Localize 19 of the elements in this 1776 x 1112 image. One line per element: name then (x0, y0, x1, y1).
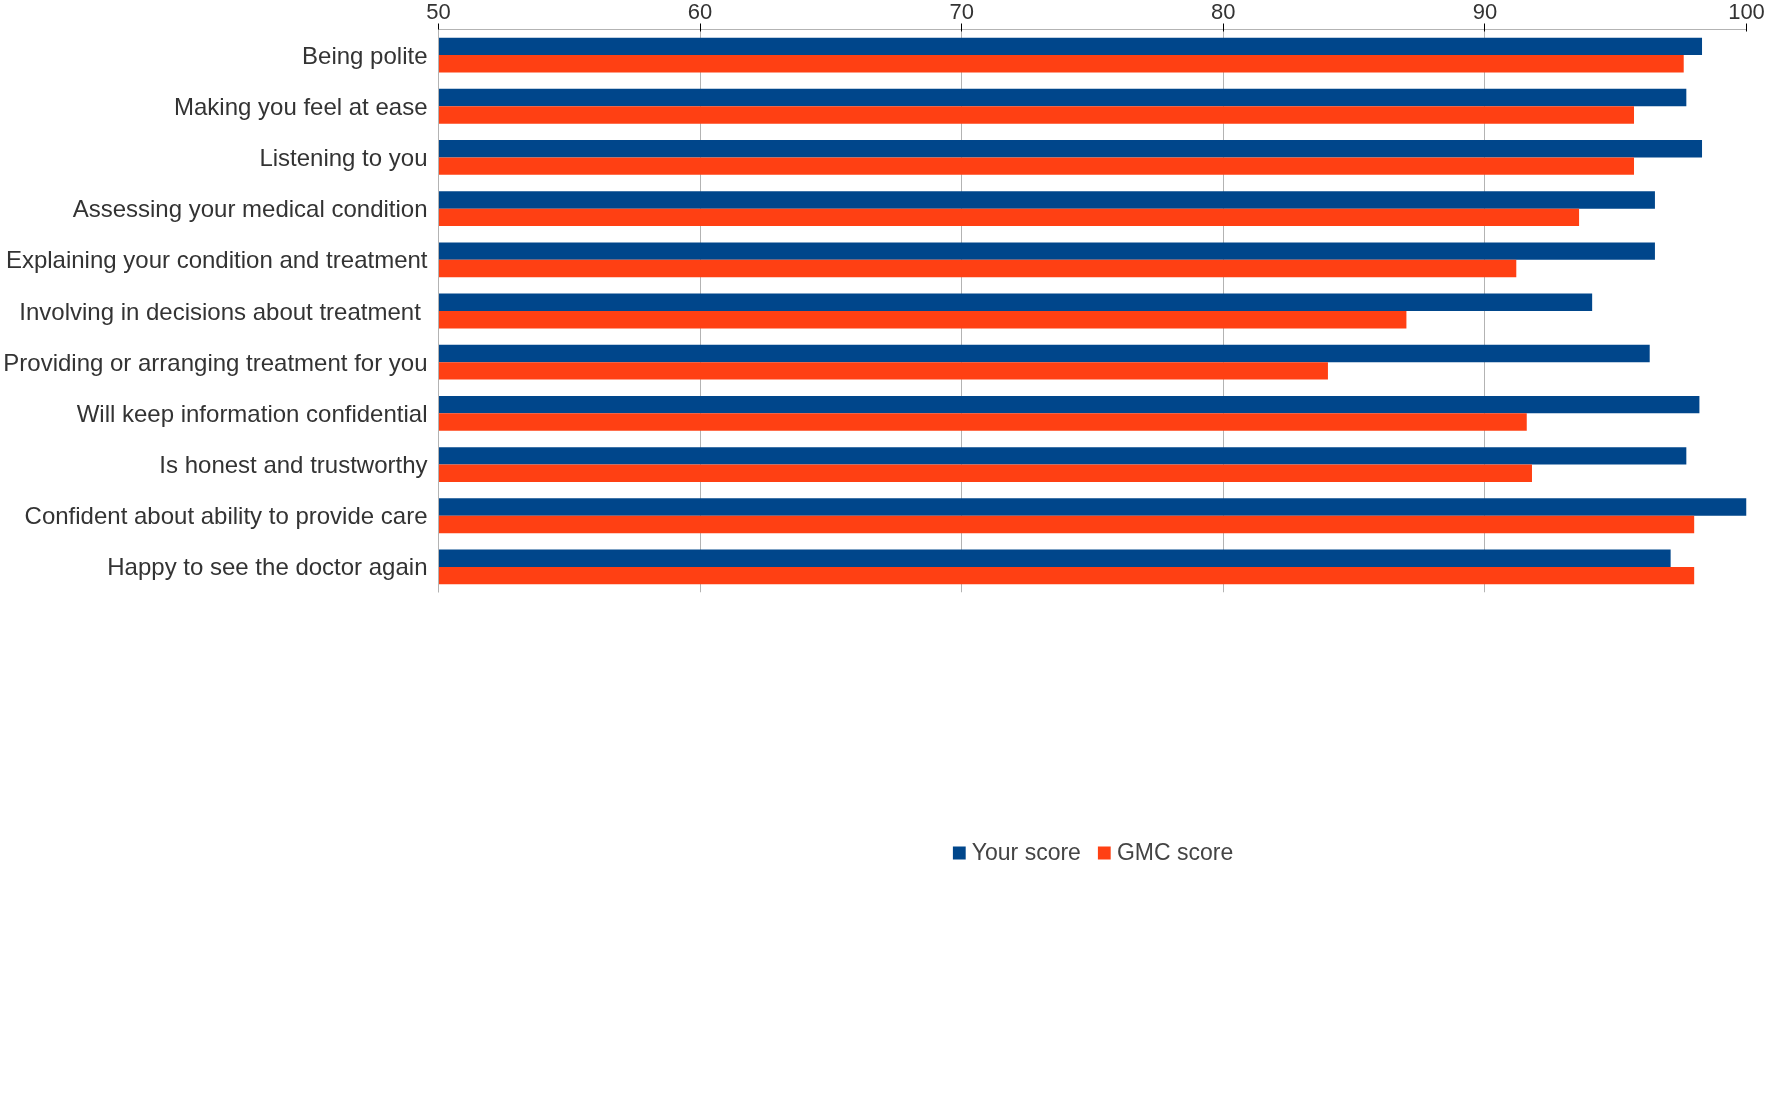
x-tick-label: 50 (426, 0, 451, 24)
x-tick-label: 80 (1211, 0, 1236, 24)
y-tick-label: Is honest and trustworthy (159, 451, 428, 479)
y-tick-label: Will keep information confidential (76, 399, 428, 427)
y-tick-label: Explaining your condition and treatment (5, 246, 428, 274)
x-tick-label: 70 (949, 0, 974, 24)
y-tick-label: Listening to you (259, 143, 428, 171)
y-tick-label: Confident about ability to provide care (24, 502, 428, 530)
x-tick-label: 90 (1472, 0, 1498, 24)
y-tick-label: Happy to see the doctor again (107, 553, 428, 581)
y-tick-label: Making you feel at ease (174, 92, 428, 120)
x-tick-label: 100 (1728, 0, 1765, 24)
y-tick-label: Assessing your medical condition (72, 195, 428, 223)
legend-label: GMC score (1116, 838, 1234, 866)
y-tick-label: Being polite (302, 41, 428, 69)
y-tick-label: Providing or arranging treatment for you (3, 348, 428, 376)
legend-label: Your score (971, 838, 1081, 866)
x-tick-label: 60 (687, 0, 713, 24)
y-tick-label: Involving in decisions about treatment (19, 297, 422, 325)
